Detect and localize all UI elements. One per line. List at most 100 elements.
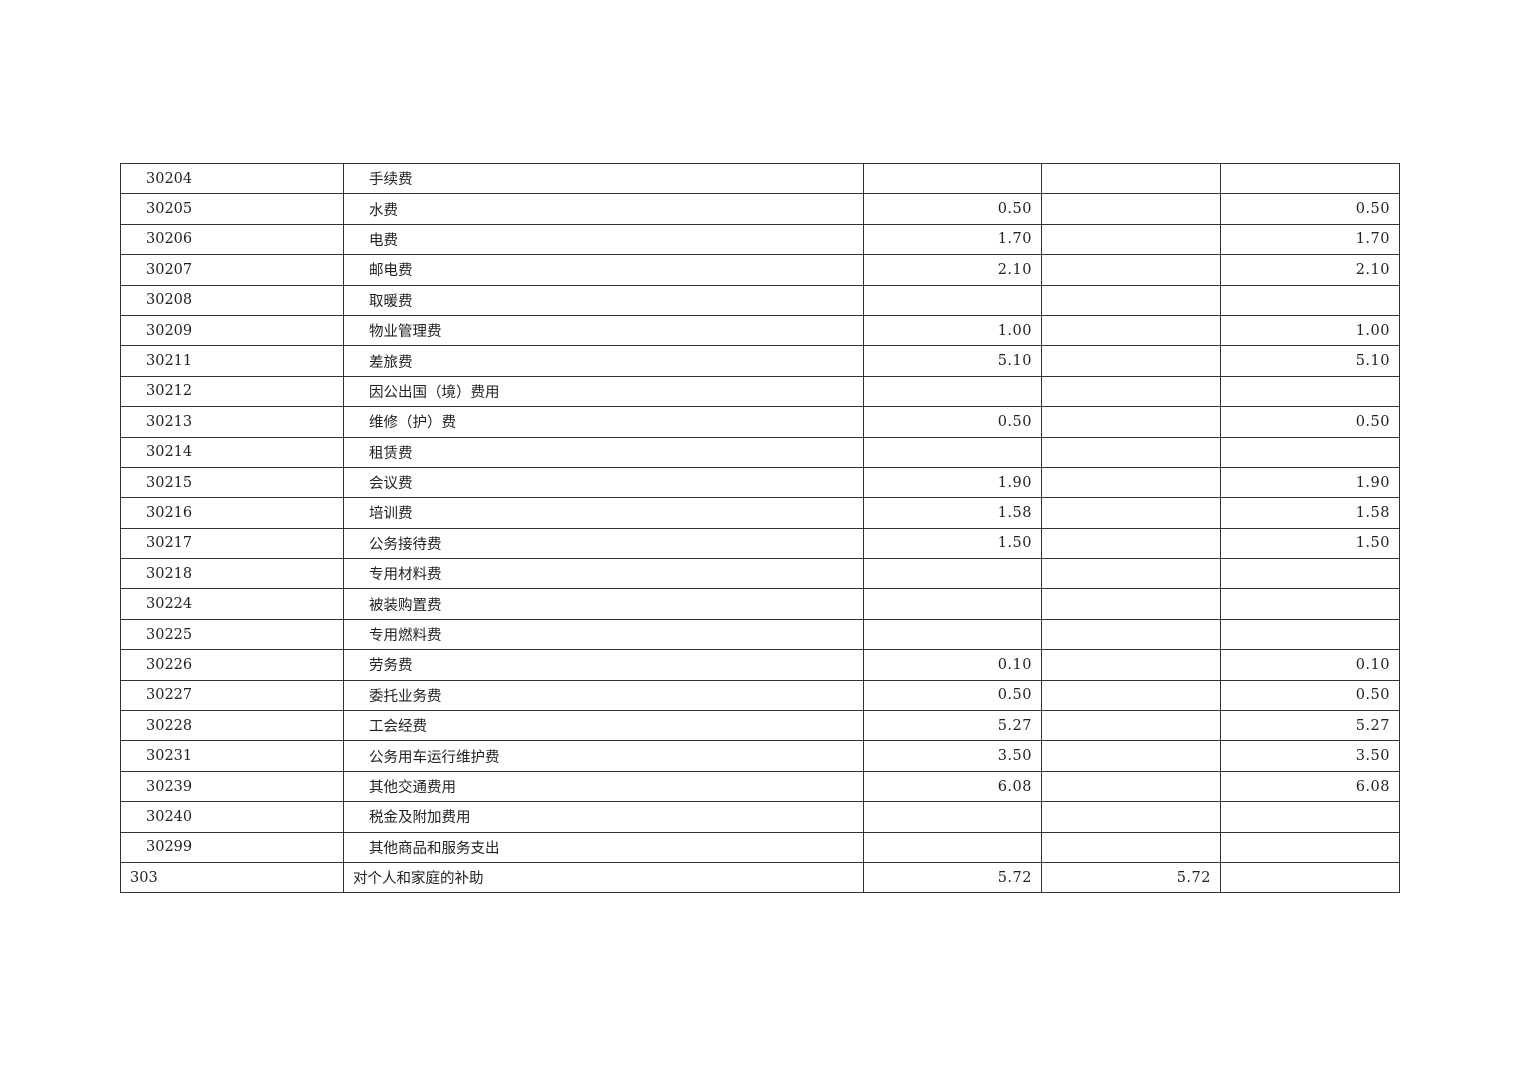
amount-cell-3 <box>1220 588 1400 620</box>
amount-cell-3: 0.50 <box>1220 193 1400 225</box>
code-cell: 303 <box>120 861 344 894</box>
amount-cell-1: 1.58 <box>863 497 1042 529</box>
amount-cell-2 <box>1041 618 1221 651</box>
amount-cell-1: 5.72 <box>863 861 1042 894</box>
code-cell: 30240 <box>120 801 344 833</box>
code-cell: 30239 <box>120 770 344 803</box>
amount-cell-3 <box>1220 558 1400 590</box>
table-row: 30240 税金及附加费用 <box>120 801 1400 833</box>
amount-cell-1 <box>863 436 1042 468</box>
name-cell: 委托业务费 <box>343 679 864 712</box>
code-cell: 30213 <box>120 406 344 438</box>
amount-cell-3 <box>1220 861 1400 894</box>
amount-cell-3: 6.08 <box>1220 770 1400 803</box>
table-row: 30207 邮电费 2.10 2.10 <box>120 254 1400 286</box>
table-row: 30209 物业管理费 1.00 1.00 <box>120 314 1400 347</box>
amount-cell-1: 0.50 <box>863 679 1042 712</box>
amount-cell-3: 1.70 <box>1220 223 1400 256</box>
amount-cell-2 <box>1041 162 1221 195</box>
amount-cell-1: 1.00 <box>863 314 1042 347</box>
code-cell: 30211 <box>120 345 344 377</box>
name-cell: 维修（护）费 <box>343 406 864 438</box>
amount-cell-3 <box>1220 436 1400 468</box>
name-cell: 劳务费 <box>343 649 864 681</box>
name-cell: 对个人和家庭的补助 <box>343 861 864 894</box>
table-row: 303 对个人和家庭的补助 5.72 5.72 <box>120 861 1400 894</box>
name-cell: 差旅费 <box>343 345 864 377</box>
amount-cell-3: 1.58 <box>1220 497 1400 529</box>
amount-cell-2 <box>1041 588 1221 620</box>
amount-cell-2 <box>1041 436 1221 468</box>
name-cell: 公务用车运行维护费 <box>343 740 864 772</box>
table-row: 30212 因公出国（境）费用 <box>120 375 1400 408</box>
amount-cell-2 <box>1041 193 1221 225</box>
amount-cell-3 <box>1220 618 1400 651</box>
amount-cell-2 <box>1041 345 1221 377</box>
name-cell: 被装购置费 <box>343 588 864 620</box>
amount-cell-2 <box>1041 710 1221 742</box>
amount-cell-2 <box>1041 497 1221 529</box>
amount-cell-2 <box>1041 223 1221 256</box>
code-cell: 30228 <box>120 710 344 742</box>
amount-cell-3 <box>1220 831 1400 863</box>
amount-cell-2 <box>1041 649 1221 681</box>
amount-cell-2 <box>1041 770 1221 803</box>
amount-cell-1: 0.50 <box>863 406 1042 438</box>
code-cell: 30225 <box>120 618 344 651</box>
amount-cell-3: 2.10 <box>1220 254 1400 286</box>
table-row: 30215 会议费 1.90 1.90 <box>120 466 1400 499</box>
amount-cell-2: 5.72 <box>1041 861 1221 894</box>
amount-cell-1: 2.10 <box>863 254 1042 286</box>
table-row: 30205 水费 0.50 0.50 <box>120 193 1400 225</box>
code-cell: 30207 <box>120 254 344 286</box>
name-cell: 会议费 <box>343 466 864 499</box>
amount-cell-1 <box>863 831 1042 863</box>
code-cell: 30215 <box>120 466 344 499</box>
table-row: 30224 被装购置费 <box>120 588 1400 620</box>
amount-cell-3 <box>1220 162 1400 195</box>
table-row: 30211 差旅费 5.10 5.10 <box>120 345 1400 377</box>
amount-cell-1 <box>863 558 1042 590</box>
table-row: 30231 公务用车运行维护费 3.50 3.50 <box>120 740 1400 772</box>
amount-cell-3: 0.50 <box>1220 406 1400 438</box>
name-cell: 其他商品和服务支出 <box>343 831 864 863</box>
code-cell: 30212 <box>120 375 344 408</box>
amount-cell-3: 5.10 <box>1220 345 1400 377</box>
table-row: 30208 取暖费 <box>120 284 1400 316</box>
amount-cell-1 <box>863 588 1042 620</box>
amount-cell-2 <box>1041 254 1221 286</box>
amount-cell-1: 3.50 <box>863 740 1042 772</box>
amount-cell-2 <box>1041 406 1221 438</box>
amount-cell-3: 3.50 <box>1220 740 1400 772</box>
amount-cell-3: 1.50 <box>1220 527 1400 560</box>
amount-cell-3: 5.27 <box>1220 710 1400 742</box>
code-cell: 30231 <box>120 740 344 772</box>
amount-cell-3 <box>1220 284 1400 316</box>
amount-cell-1: 1.90 <box>863 466 1042 499</box>
amount-cell-2 <box>1041 466 1221 499</box>
table-row: 30239 其他交通费用 6.08 6.08 <box>120 770 1400 803</box>
table-row: 30228 工会经费 5.27 5.27 <box>120 710 1400 742</box>
name-cell: 培训费 <box>343 497 864 529</box>
code-cell: 30299 <box>120 831 344 863</box>
amount-cell-2 <box>1041 284 1221 316</box>
code-cell: 30227 <box>120 679 344 712</box>
name-cell: 专用材料费 <box>343 558 864 590</box>
table-row: 30206 电费 1.70 1.70 <box>120 223 1400 256</box>
code-cell: 30206 <box>120 223 344 256</box>
amount-cell-3: 0.50 <box>1220 679 1400 712</box>
code-cell: 30204 <box>120 162 344 195</box>
table-row: 30218 专用材料费 <box>120 558 1400 590</box>
name-cell: 专用燃料费 <box>343 618 864 651</box>
name-cell: 其他交通费用 <box>343 770 864 803</box>
name-cell: 邮电费 <box>343 254 864 286</box>
table-body: 30204 手续费 30205 水费 0.50 0.50 30206 电费 1.70 1.70 30… <box>120 162 1400 894</box>
table-row: 30226 劳务费 0.10 0.10 <box>120 649 1400 681</box>
amount-cell-3 <box>1220 801 1400 833</box>
code-cell: 30205 <box>120 193 344 225</box>
name-cell: 租赁费 <box>343 436 864 468</box>
code-cell: 30218 <box>120 558 344 590</box>
amount-cell-1 <box>863 801 1042 833</box>
amount-cell-3: 1.00 <box>1220 314 1400 347</box>
table-row: 30213 维修（护）费 0.50 0.50 <box>120 406 1400 438</box>
